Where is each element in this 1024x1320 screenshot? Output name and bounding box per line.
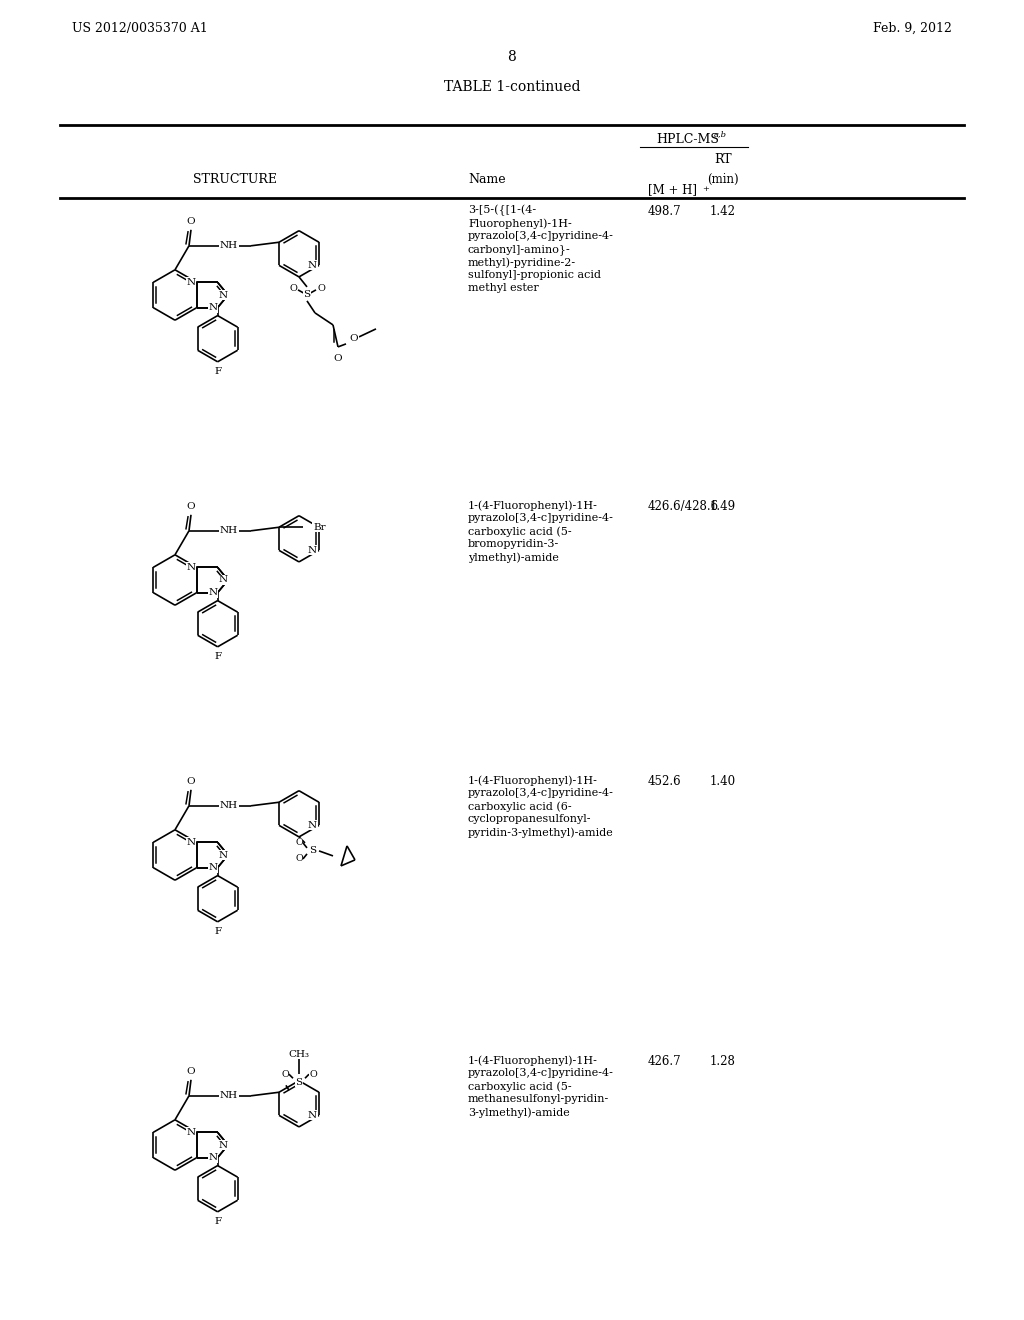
Text: a,b: a,b <box>714 129 727 139</box>
Text: N: N <box>219 576 228 585</box>
Text: 426.6/428.6: 426.6/428.6 <box>648 500 719 513</box>
Text: O: O <box>334 354 342 363</box>
Text: O: O <box>186 503 196 511</box>
Text: O: O <box>309 1069 316 1078</box>
Text: N: N <box>209 589 218 597</box>
Text: 1-(4-Fluorophenyl)-1H-: 1-(4-Fluorophenyl)-1H- <box>468 1055 598 1065</box>
Text: F: F <box>214 1217 221 1226</box>
Text: O: O <box>186 777 196 787</box>
Text: O: O <box>186 1068 196 1076</box>
Text: 426.7: 426.7 <box>648 1055 682 1068</box>
Text: F: F <box>214 928 221 936</box>
Text: NH: NH <box>220 527 239 536</box>
Text: 8: 8 <box>508 50 516 63</box>
Text: cyclopropanesulfonyl-: cyclopropanesulfonyl- <box>468 814 592 824</box>
Text: Name: Name <box>468 173 506 186</box>
Text: S: S <box>303 290 310 300</box>
Text: O: O <box>317 284 325 293</box>
Text: TABLE 1-continued: TABLE 1-continued <box>443 81 581 94</box>
Text: 1-(4-Fluorophenyl)-1H-: 1-(4-Fluorophenyl)-1H- <box>468 500 598 511</box>
Text: carboxylic acid (6-: carboxylic acid (6- <box>468 801 571 812</box>
Text: pyrazolo[3,4-c]pyridine-4-: pyrazolo[3,4-c]pyridine-4- <box>468 513 613 523</box>
Text: sulfonyl]-propionic acid: sulfonyl]-propionic acid <box>468 271 601 280</box>
Text: O: O <box>282 1069 289 1078</box>
Text: Fluorophenyl)-1H-: Fluorophenyl)-1H- <box>468 218 571 228</box>
Text: STRUCTURE: STRUCTURE <box>193 173 278 186</box>
Text: O: O <box>186 218 196 226</box>
Text: 3-ylmethyl)-amide: 3-ylmethyl)-amide <box>468 1107 569 1118</box>
Text: pyrazolo[3,4-c]pyridine-4-: pyrazolo[3,4-c]pyridine-4- <box>468 1068 613 1078</box>
Text: methanesulfonyl-pyridin-: methanesulfonyl-pyridin- <box>468 1094 609 1104</box>
Text: [M + H]: [M + H] <box>648 183 697 195</box>
Text: O: O <box>289 284 297 293</box>
Text: N: N <box>186 1127 196 1137</box>
Text: N: N <box>186 838 196 847</box>
Text: ylmethyl)-amide: ylmethyl)-amide <box>468 552 559 562</box>
Text: methyl ester: methyl ester <box>468 282 539 293</box>
Text: pyridin-3-ylmethyl)-amide: pyridin-3-ylmethyl)-amide <box>468 828 613 838</box>
Text: 452.6: 452.6 <box>648 775 682 788</box>
Text: N: N <box>186 562 196 572</box>
Text: +: + <box>702 185 709 193</box>
Text: N: N <box>308 1111 317 1119</box>
Text: N: N <box>308 821 317 830</box>
Text: pyrazolo[3,4-c]pyridine-4-: pyrazolo[3,4-c]pyridine-4- <box>468 231 613 242</box>
Text: 1-(4-Fluorophenyl)-1H-: 1-(4-Fluorophenyl)-1H- <box>468 775 598 785</box>
Text: N: N <box>219 1140 228 1150</box>
Text: 3-[5-({[1-(4-: 3-[5-({[1-(4- <box>468 205 537 216</box>
Text: N: N <box>219 290 228 300</box>
Text: pyrazolo[3,4-c]pyridine-4-: pyrazolo[3,4-c]pyridine-4- <box>468 788 613 799</box>
Text: 498.7: 498.7 <box>648 205 682 218</box>
Text: NH: NH <box>220 242 239 251</box>
Text: 1.28: 1.28 <box>710 1055 736 1068</box>
Text: (min): (min) <box>708 173 738 186</box>
Text: HPLC-MS: HPLC-MS <box>656 133 719 147</box>
Text: carbonyl]-amino}-: carbonyl]-amino}- <box>468 244 570 255</box>
Text: F: F <box>214 652 221 661</box>
Text: N: N <box>209 1154 218 1162</box>
Text: F: F <box>214 367 221 376</box>
Text: O: O <box>295 854 303 863</box>
Text: N: N <box>219 850 228 859</box>
Text: O: O <box>295 838 303 847</box>
Text: O: O <box>349 334 358 343</box>
Text: N: N <box>186 279 196 286</box>
Text: 1.42: 1.42 <box>710 205 736 218</box>
Text: carboxylic acid (5-: carboxylic acid (5- <box>468 1081 571 1092</box>
Text: N: N <box>209 304 218 312</box>
Text: 1.49: 1.49 <box>710 500 736 513</box>
Text: carboxylic acid (5-: carboxylic acid (5- <box>468 525 571 536</box>
Text: CH₃: CH₃ <box>289 1049 309 1059</box>
Text: NH: NH <box>220 1092 239 1101</box>
Text: methyl)-pyridine-2-: methyl)-pyridine-2- <box>468 257 577 268</box>
Text: N: N <box>308 546 317 554</box>
Text: RT: RT <box>714 153 732 166</box>
Text: S: S <box>296 1077 302 1086</box>
Text: 1.40: 1.40 <box>710 775 736 788</box>
Text: US 2012/0035370 A1: US 2012/0035370 A1 <box>72 22 208 36</box>
Text: N: N <box>209 863 218 873</box>
Text: Feb. 9, 2012: Feb. 9, 2012 <box>873 22 952 36</box>
Text: N: N <box>308 261 317 269</box>
Text: bromopyridin-3-: bromopyridin-3- <box>468 539 559 549</box>
Text: Br: Br <box>313 523 326 532</box>
Text: NH: NH <box>220 801 239 810</box>
Text: S: S <box>309 846 316 855</box>
